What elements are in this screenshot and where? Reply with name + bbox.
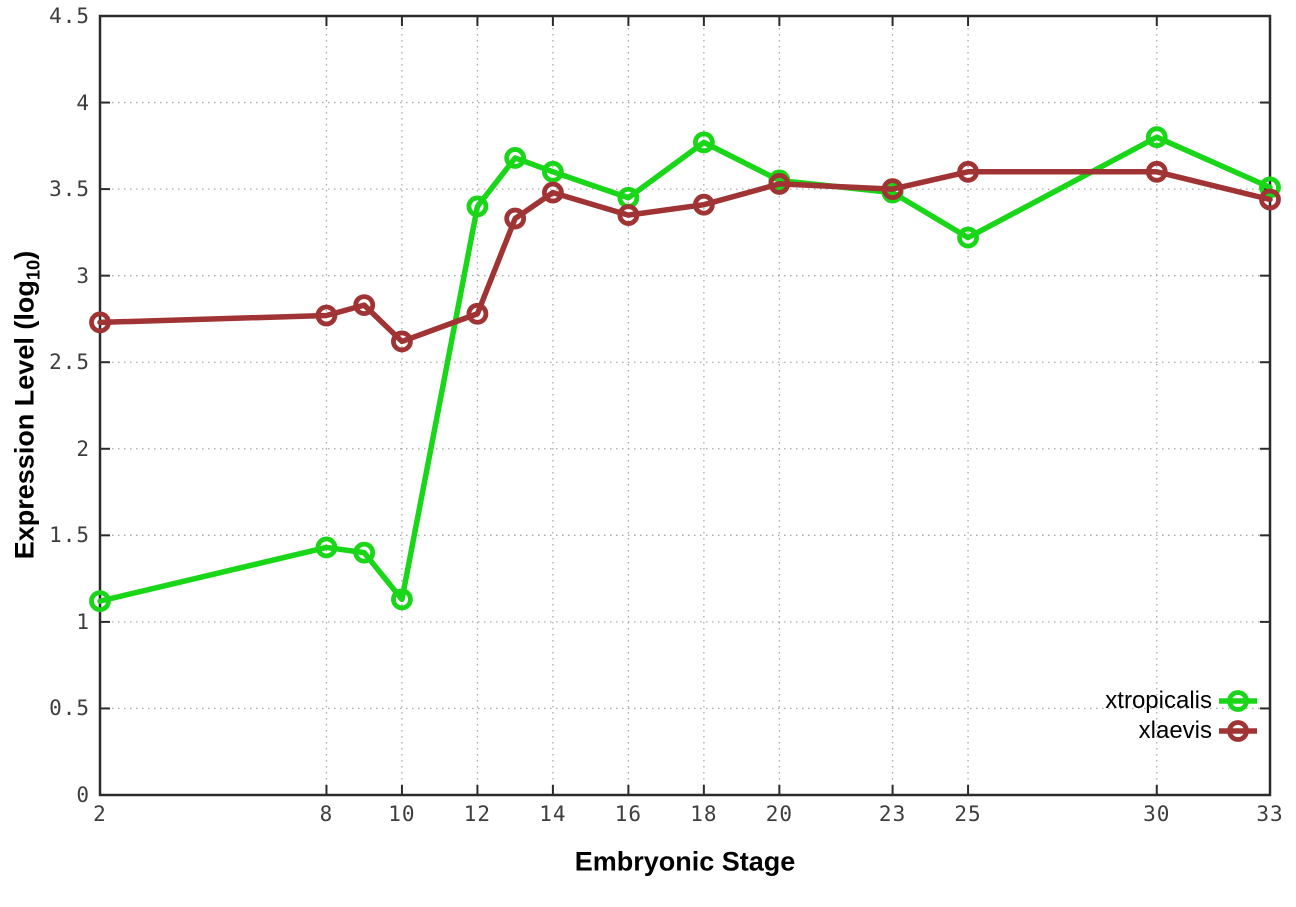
y-axis-title-text: Expression Level (log — [9, 280, 40, 560]
x-tick-label: 16 — [614, 802, 643, 826]
y-tick-label: 3 — [76, 263, 90, 288]
y-tick-label: 2.5 — [49, 350, 90, 375]
y-axis-title-subscript: 10 — [22, 259, 44, 281]
x-axis-title: Embryonic Stage — [574, 846, 796, 877]
x-tick-label: 14 — [539, 802, 567, 826]
y-axis-title: Expression Level (log10) — [9, 251, 44, 560]
x-tick-label: 33 — [1256, 802, 1284, 826]
x-tick-label: 18 — [690, 802, 718, 826]
y-axis-title-close: ) — [9, 250, 40, 260]
legend-entry-xlaevis: xlaevis — [1138, 717, 1212, 744]
x-tick-label: 30 — [1143, 802, 1171, 826]
x-tick-label: 25 — [954, 802, 982, 826]
legend-entry-xtropicalis: xtropicalis — [1105, 687, 1212, 714]
x-tick-label: 8 — [319, 802, 334, 826]
y-tick-label: 1.5 — [49, 523, 90, 548]
x-tick-label: 23 — [878, 802, 907, 826]
y-tick-label: 4.5 — [49, 4, 90, 28]
y-tick-label: 3.5 — [49, 177, 90, 202]
y-tick-label: 2 — [76, 436, 90, 461]
x-tick-label: 12 — [463, 802, 492, 826]
y-tick-label: 1 — [76, 609, 90, 634]
legend: xtropicalis xlaevis — [0, 686, 1212, 746]
x-tick-label: 2 — [93, 802, 107, 826]
y-tick-label: 4 — [76, 90, 90, 115]
y-tick-label: 0 — [76, 783, 90, 807]
x-tick-label: 20 — [765, 802, 793, 826]
y-tick-label: 0.5 — [49, 696, 90, 721]
x-tick-label: 10 — [388, 802, 416, 826]
